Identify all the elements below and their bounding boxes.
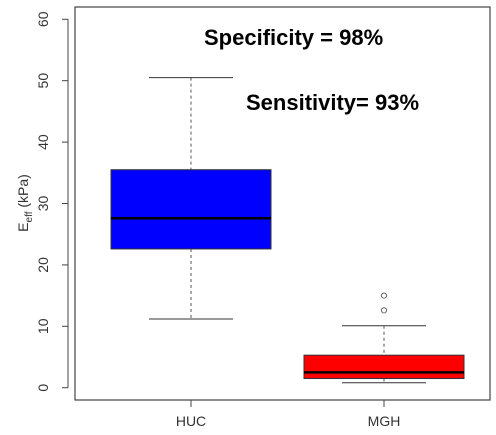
outlier-point [380,292,388,299]
box-mgh [303,292,465,384]
y-axis-label-unit: (kPa) [15,174,31,211]
box-body [303,354,465,380]
sensitivity-annotation: Sensitivity= 93% [246,90,419,115]
y-tick-label: 0 [35,384,51,392]
y-axis: 0 10 20 30 40 50 60 [35,11,69,392]
y-tick-label: 10 [35,318,51,334]
y-tick-label: 30 [35,196,51,212]
y-axis-label-sub: eff [24,211,35,222]
y-tick-label: 60 [35,11,51,27]
x-tick-label: HUC [176,413,206,429]
box-huc [110,77,272,320]
y-axis-label: Eeff (kPa) [15,174,35,232]
boxes [110,77,465,384]
y-tick-label: 20 [35,257,51,273]
specificity-annotation: Specificity = 98% [204,25,383,50]
y-tick-label: 40 [35,134,51,150]
x-axis: HUC MGH [176,400,401,429]
x-tick-label: MGH [368,413,401,429]
outlier-point [380,307,388,314]
y-tick-label: 50 [35,73,51,89]
y-axis-label-main: E [15,222,31,231]
box-body [110,169,272,250]
plot-frame [74,6,491,401]
